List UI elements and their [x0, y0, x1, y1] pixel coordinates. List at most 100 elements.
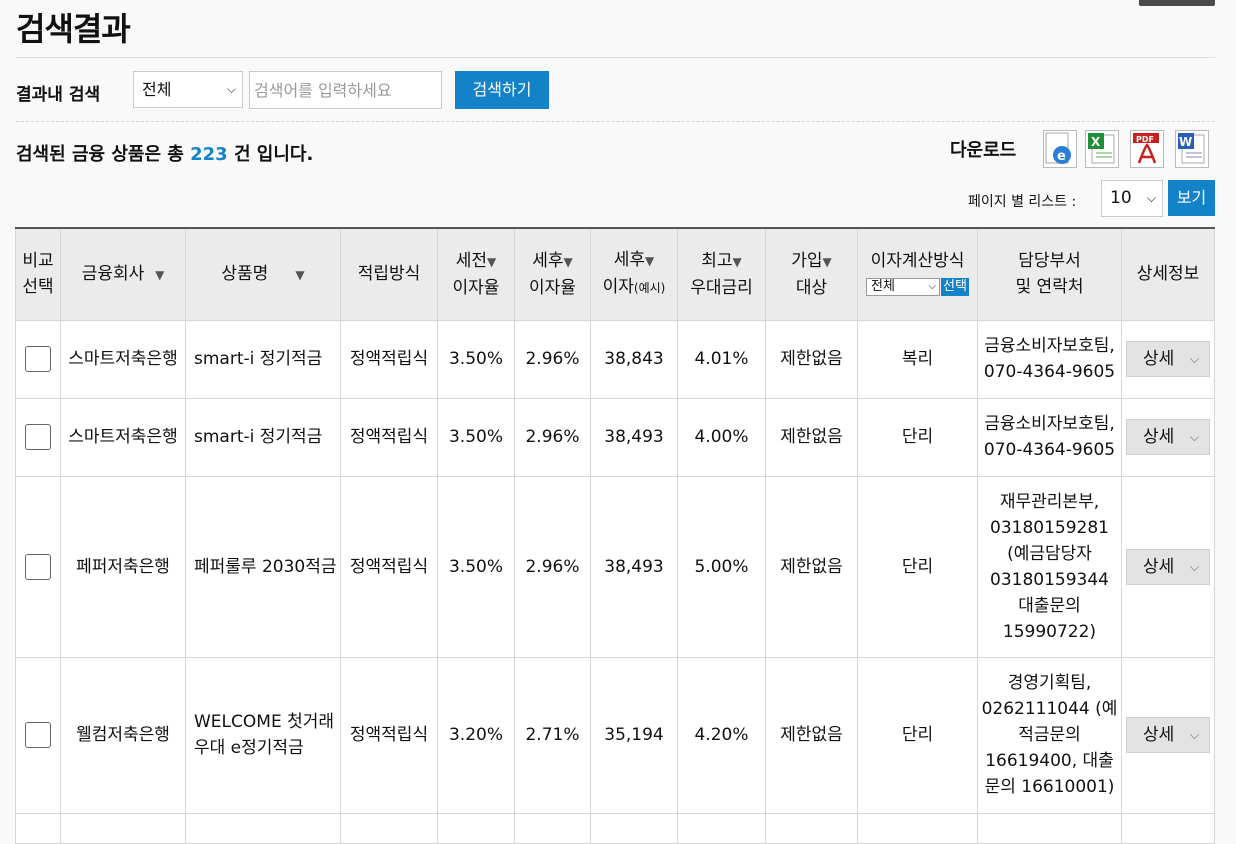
excel-icon[interactable]: X: [1085, 130, 1119, 168]
sort-icon: ▼: [563, 254, 573, 269]
empty-cell: [514, 812, 591, 844]
download-label: 다운로드: [950, 140, 1017, 161]
calc-select-button[interactable]: 선택: [941, 278, 969, 297]
cell-method: 정액적립식: [340, 319, 438, 399]
compare-checkbox[interactable]: [25, 424, 51, 450]
chevron-down-icon: ⌵: [928, 281, 937, 293]
cell-interest: 38,493: [590, 475, 678, 658]
chevron-down-icon: ⌵: [1189, 352, 1199, 366]
table-row: [15, 812, 1215, 844]
col-contact: 담당부서 및 연락처: [977, 227, 1122, 321]
compare-checkbox-cell: [15, 319, 61, 399]
svg-text:X: X: [1091, 135, 1101, 149]
cell-contact: 금융소비자보호팀, 070-4364-9605: [977, 319, 1122, 399]
detail-button[interactable]: 상세 ⌵: [1126, 717, 1210, 753]
cell-max_rate: 4.00%: [677, 397, 766, 477]
section-divider: [16, 121, 1215, 122]
empty-cell: [1121, 812, 1215, 844]
svg-text:e: e: [1057, 149, 1066, 164]
col-pretax-rate[interactable]: 세전▼ 이자율: [437, 227, 515, 321]
cell-calc: 복리: [857, 319, 978, 399]
cell-contact: 금융소비자보호팀, 070-4364-9605: [977, 397, 1122, 477]
svg-text:PDF: PDF: [1136, 135, 1154, 144]
col-join[interactable]: 가입▼ 대상: [765, 227, 858, 321]
col-aftertax-interest[interactable]: 세후▼ 이자(예시): [590, 227, 678, 321]
cell-product: 페퍼룰루 2030적금: [185, 475, 341, 658]
cell-aftertax: 2.71%: [514, 656, 591, 814]
cell-join: 제한없음: [765, 319, 858, 399]
svg-text:W: W: [1179, 135, 1192, 149]
cell-join: 제한없음: [765, 475, 858, 658]
chevron-down-icon: ⌵: [226, 82, 236, 96]
col-method: 적립방식: [340, 227, 438, 321]
per-page-label: 페이지 별 리스트 :: [968, 194, 1077, 210]
word-icon[interactable]: W: [1175, 130, 1209, 168]
cell-company: 웰컴저축은행: [60, 656, 186, 814]
cell-pretax: 3.50%: [437, 397, 515, 477]
empty-cell: [765, 812, 858, 844]
detail-button[interactable]: 상세 ⌵: [1126, 341, 1210, 377]
page-title: 검색결과: [16, 10, 131, 48]
cell-product: smart-i 정기적금: [185, 397, 341, 477]
cell-max_rate: 4.01%: [677, 319, 766, 399]
col-aftertax-rate[interactable]: 세후▼ 이자율: [514, 227, 591, 321]
compare-checkbox-cell: [15, 397, 61, 477]
title-divider: [16, 57, 1215, 58]
pdf-icon[interactable]: PDF: [1130, 130, 1164, 168]
cell-company: 페퍼저축은행: [60, 475, 186, 658]
per-page-value: 10: [1110, 188, 1132, 208]
top-corner-tab: [1139, 0, 1215, 6]
compare-checkbox-cell: [15, 475, 61, 658]
table-row: 스마트저축은행 smart-i 정기적금 정액적립식 3.50% 2.96% 38,843…: [15, 319, 1215, 399]
cell-max_rate: 4.20%: [677, 656, 766, 814]
sort-icon: ▼: [295, 267, 305, 282]
view-button[interactable]: 보기: [1168, 180, 1215, 216]
detail-cell: 상세 ⌵: [1121, 656, 1215, 814]
cell-join: 제한없음: [765, 656, 858, 814]
chevron-down-icon: ⌵: [1189, 559, 1199, 574]
cell-method: 정액적립식: [340, 656, 438, 814]
cell-aftertax: 2.96%: [514, 397, 591, 477]
search-input[interactable]: [249, 71, 442, 109]
sort-icon: ▼: [487, 254, 497, 269]
compare-checkbox[interactable]: [25, 553, 51, 580]
results-table: 비교 선택 금융회사 ▼ 상품명 ▼ 적립방식 세전▼ 이자율 세후▼ 이자율 세후…: [15, 227, 1215, 844]
cell-calc: 단리: [857, 475, 978, 658]
empty-cell: [677, 812, 766, 844]
search-scope-select[interactable]: 전체 ⌵: [133, 71, 243, 108]
search-scope-value: 전체: [142, 80, 172, 99]
col-product[interactable]: 상품명 ▼: [185, 227, 341, 321]
result-count-number: 223: [190, 144, 228, 165]
cell-company: 스마트저축은행: [60, 319, 186, 399]
search-label: 결과내 검색: [16, 85, 101, 105]
cell-product: smart-i 정기적금: [185, 319, 341, 399]
result-count: 검색된 금융 상품은 총 223 건 입니다.: [16, 140, 313, 166]
col-company[interactable]: 금융회사 ▼: [60, 227, 186, 321]
sort-icon: ▼: [732, 254, 742, 269]
sort-icon: ▼: [155, 267, 165, 282]
per-page-select[interactable]: 10 ⌵: [1101, 180, 1163, 217]
table-row: 스마트저축은행 smart-i 정기적금 정액적립식 3.50% 2.96% 38,493…: [15, 397, 1215, 477]
cell-calc: 단리: [857, 656, 978, 814]
col-max-rate[interactable]: 최고▼ 우대금리: [677, 227, 766, 321]
sort-icon: ▼: [645, 254, 655, 269]
empty-cell: [340, 812, 438, 844]
empty-cell: [185, 812, 341, 844]
calc-method-select[interactable]: 전체 ⌵: [866, 278, 941, 297]
detail-cell: 상세 ⌵: [1121, 319, 1215, 399]
ie-icon[interactable]: e: [1043, 130, 1077, 168]
cell-aftertax: 2.96%: [514, 319, 591, 399]
detail-button[interactable]: 상세 ⌵: [1126, 548, 1210, 585]
col-compare: 비교 선택: [15, 227, 61, 321]
compare-checkbox[interactable]: [25, 346, 51, 372]
cell-method: 정액적립식: [340, 397, 438, 477]
cell-aftertax: 2.96%: [514, 475, 591, 658]
search-button[interactable]: 검색하기: [455, 71, 549, 109]
cell-contact: 경영기획팀, 0262111044 (예적금문의 16619400, 대출문의 …: [977, 656, 1122, 814]
result-suffix: 건 입니다.: [233, 144, 314, 165]
compare-checkbox-cell: [15, 656, 61, 814]
compare-checkbox[interactable]: [25, 722, 51, 748]
cell-contact: 재무관리본부, 03180159281 (예금담당자 03180159344 대…: [977, 475, 1122, 658]
detail-button[interactable]: 상세 ⌵: [1126, 419, 1210, 455]
cell-company: 스마트저축은행: [60, 397, 186, 477]
